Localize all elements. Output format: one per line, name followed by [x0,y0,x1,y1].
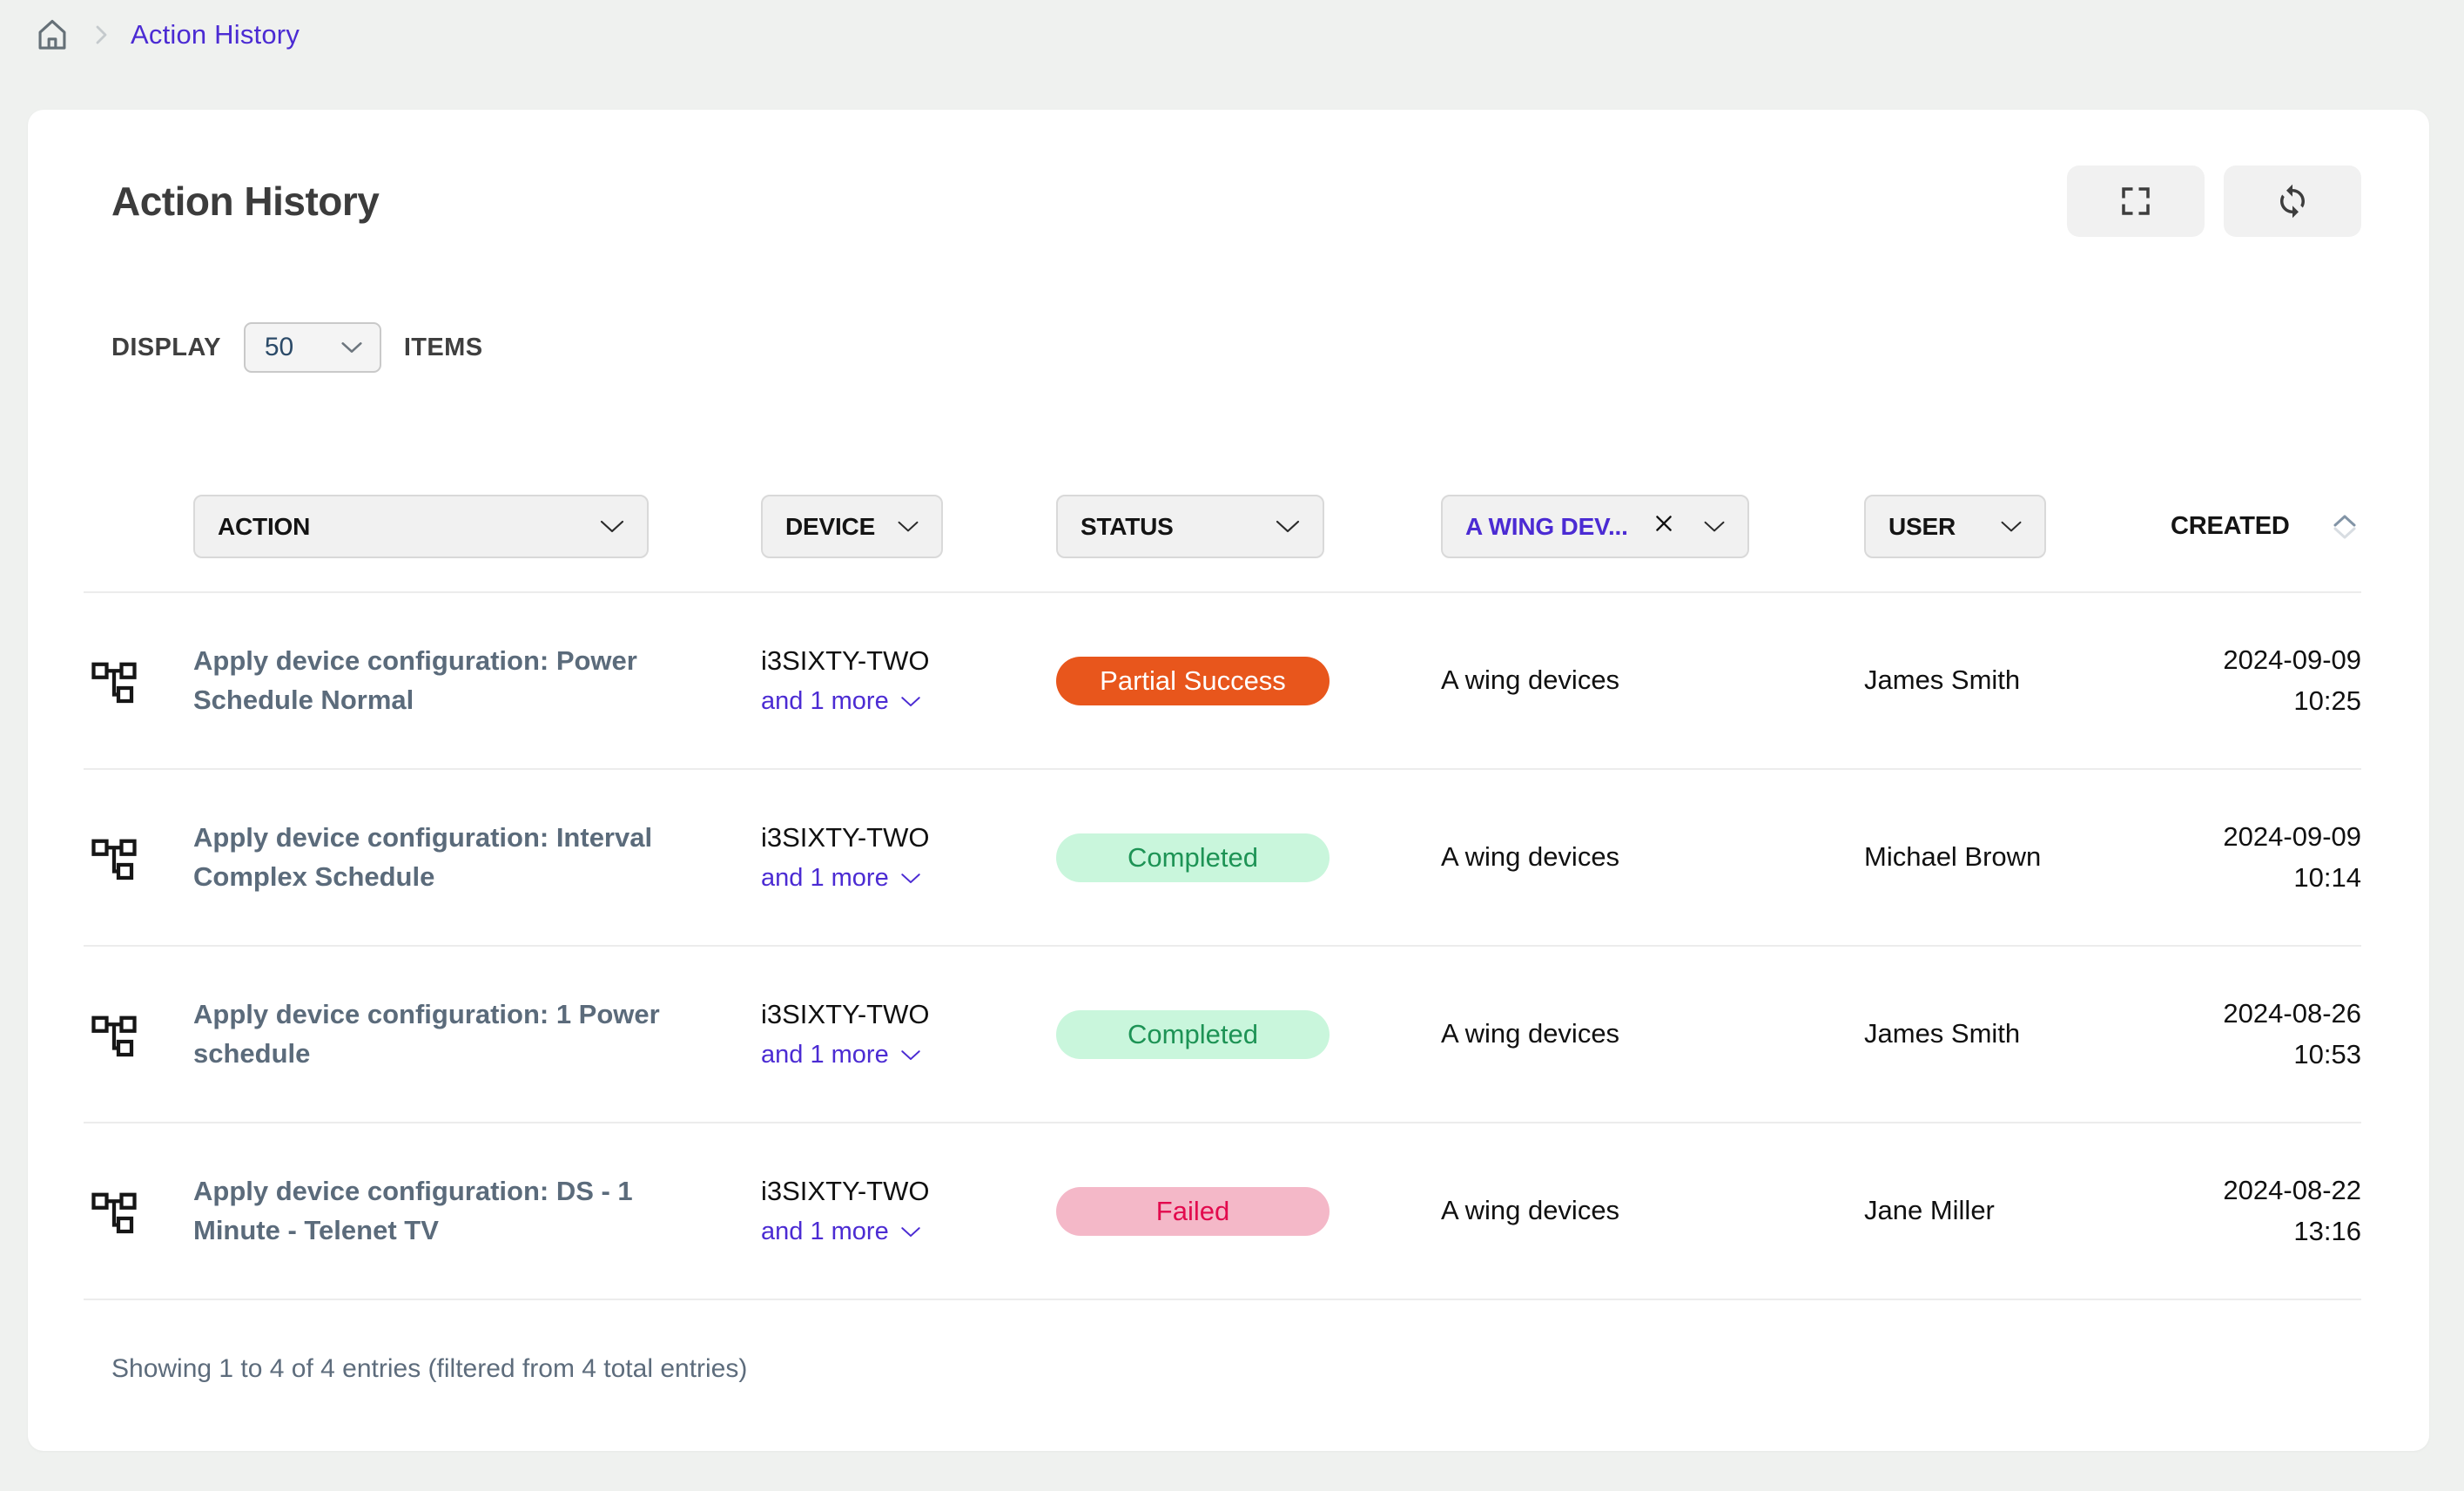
device-more-link[interactable]: and 1 more [761,1218,922,1246]
status-badge: Completed [1056,833,1330,882]
created-timestamp: 2024-09-09 10:14 [2223,817,2361,898]
table-row: Apply device configuration: Power Schedu… [84,593,2361,770]
created-time: 10:25 [2293,685,2361,716]
chevron-down-icon [598,518,626,536]
page-size-select[interactable]: 50 [243,322,381,373]
device-group: A wing devices [1441,841,1620,873]
clear-filter-x-icon[interactable] [1653,512,1675,535]
filter-group-label: A WING DEV... [1465,512,1628,540]
refresh-icon [2274,183,2311,219]
created-timestamp: 2024-09-09 10:25 [2223,640,2361,721]
device-group: A wing devices [1441,1018,1620,1049]
device-name: i3SIXTY-TWO [761,999,930,1029]
filter-status-dropdown[interactable]: STATUS [1056,495,1324,558]
fullscreen-button[interactable] [2067,165,2205,237]
page-title: Action History [111,179,380,224]
workflow-icon [89,655,141,707]
chevron-down-icon [899,1225,922,1240]
status-badge: Completed [1056,1009,1330,1059]
display-items-control: DISPLAY 50 ITEMS [84,322,2361,373]
user-name: James Smith [1864,1018,2021,1049]
device-more-label: and 1 more [761,864,889,892]
chevron-down-icon [1999,518,2023,536]
created-date: 2024-09-09 [2223,821,2361,852]
filter-action-dropdown[interactable]: ACTION [193,495,649,558]
workflow-icon [89,1009,141,1061]
device-more-link[interactable]: and 1 more [761,687,922,716]
filter-group-dropdown-active[interactable]: A WING DEV... [1441,495,1749,558]
device-more-label: and 1 more [761,1041,889,1069]
entries-summary: Showing 1 to 4 of 4 entries (filtered fr… [111,1354,748,1383]
user-name: James Smith [1864,665,2021,696]
fullscreen-icon [2117,183,2154,219]
table-header-row: ACTION DEVICE STATUS [84,495,2361,593]
chevron-down-icon [1274,518,1302,536]
status-badge: Failed [1056,1186,1330,1236]
filter-user-label: USER [1888,512,1956,540]
chevron-down-icon [896,518,920,536]
workflow-icon [89,1185,141,1238]
action-history-card: Action History DISPLAY 50 [28,110,2429,1451]
created-time: 10:14 [2293,861,2361,893]
action-description: Apply device configuration: Interval Com… [193,822,653,892]
action-description: Apply device configuration: Power Schedu… [193,645,637,715]
created-column-label: CREATED [2171,512,2290,540]
created-timestamp: 2024-08-26 10:53 [2223,994,2361,1075]
refresh-button[interactable] [2224,165,2361,237]
created-timestamp: 2024-08-22 13:16 [2223,1171,2361,1251]
created-date: 2024-08-22 [2223,1175,2361,1205]
items-label: ITEMS [403,333,483,361]
chevron-down-icon [899,1048,922,1063]
status-badge: Partial Success [1056,656,1330,705]
device-more-link[interactable]: and 1 more [761,1041,922,1069]
chevron-down-icon [340,340,364,355]
device-more-label: and 1 more [761,1218,889,1245]
card-header: Action History [84,165,2361,237]
chevron-down-icon [899,694,922,710]
device-name: i3SIXTY-TWO [761,822,930,853]
sort-arrows-icon [2330,510,2360,543]
action-description: Apply device configuration: DS - 1 Minut… [193,1176,633,1245]
sort-created-header[interactable]: CREATED [2171,510,2361,543]
breadcrumb-current-link[interactable]: Action History [131,19,300,50]
created-date: 2024-09-09 [2223,644,2361,675]
filter-device-dropdown[interactable]: DEVICE [761,495,943,558]
device-group: A wing devices [1441,1195,1620,1226]
breadcrumb: Action History [33,14,300,56]
device-name: i3SIXTY-TWO [761,645,930,676]
table-row: Apply device configuration: 1 Power sche… [84,947,2361,1123]
user-name: Jane Miller [1864,1195,1995,1226]
chevron-down-icon [1702,518,1727,536]
created-time: 13:16 [2293,1215,2361,1246]
created-date: 2024-08-26 [2223,998,2361,1029]
device-more-link[interactable]: and 1 more [761,864,922,893]
user-name: Michael Brown [1864,841,2042,873]
home-icon[interactable] [33,16,71,54]
device-more-label: and 1 more [761,687,889,715]
filter-action-label: ACTION [218,512,311,540]
chevron-down-icon [899,871,922,887]
table-row: Apply device configuration: DS - 1 Minut… [84,1123,2361,1300]
table-row: Apply device configuration: Interval Com… [84,770,2361,947]
display-label: DISPLAY [111,333,221,361]
page-size-value: 50 [264,333,294,361]
created-time: 10:53 [2293,1038,2361,1069]
device-group: A wing devices [1441,665,1620,696]
breadcrumb-chevron-icon [89,20,113,50]
device-name: i3SIXTY-TWO [761,1176,930,1206]
header-actions [2067,165,2361,237]
action-description: Apply device configuration: 1 Power sche… [193,999,660,1069]
filter-user-dropdown[interactable]: USER [1864,495,2046,558]
filter-status-label: STATUS [1081,512,1174,540]
filter-device-label: DEVICE [785,512,876,540]
workflow-icon [89,832,141,884]
